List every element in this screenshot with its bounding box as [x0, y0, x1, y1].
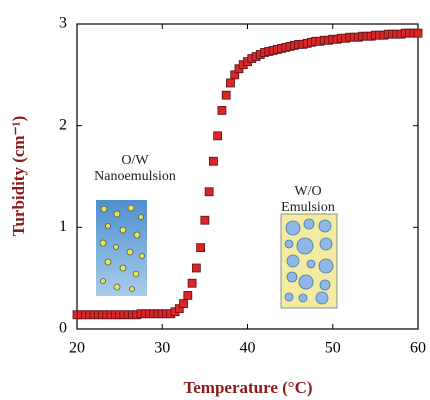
annotation: Emulsion	[281, 200, 335, 215]
data-point	[226, 79, 234, 87]
data-point	[201, 216, 209, 224]
data-point	[214, 132, 222, 140]
annotation: O/W	[121, 153, 149, 168]
x-tick-label: 40	[240, 340, 256, 357]
data-point	[209, 157, 217, 165]
x-tick-label: 60	[410, 340, 426, 357]
data-point	[197, 244, 205, 252]
y-tick-label: 0	[59, 320, 67, 337]
data-point	[188, 279, 196, 287]
chart: O/W Nanoemulsion W/O Emulsion Temperatur…	[0, 0, 430, 400]
x-axis-label: Temperature (°C)	[183, 378, 312, 397]
data-point	[184, 291, 192, 299]
y-tick-label: 2	[59, 116, 67, 133]
x-tick-label: 50	[325, 340, 341, 357]
data-point	[205, 188, 213, 196]
y-axis-label: Turbidity (cm⁻¹)	[9, 116, 28, 237]
ow-illustration	[96, 200, 147, 296]
data-point	[180, 300, 188, 308]
x-tick-label: 20	[69, 340, 85, 357]
x-tick-label: 30	[154, 340, 170, 357]
data-point	[414, 29, 422, 37]
y-tick-label: 3	[59, 15, 67, 32]
data-point	[218, 106, 226, 114]
annotation: W/O	[294, 184, 321, 199]
y-tick-label: 1	[59, 218, 67, 235]
annotation: Nanoemulsion	[94, 169, 176, 184]
data-point	[192, 264, 200, 272]
data-point	[222, 91, 230, 99]
wo-illustration	[281, 214, 337, 308]
